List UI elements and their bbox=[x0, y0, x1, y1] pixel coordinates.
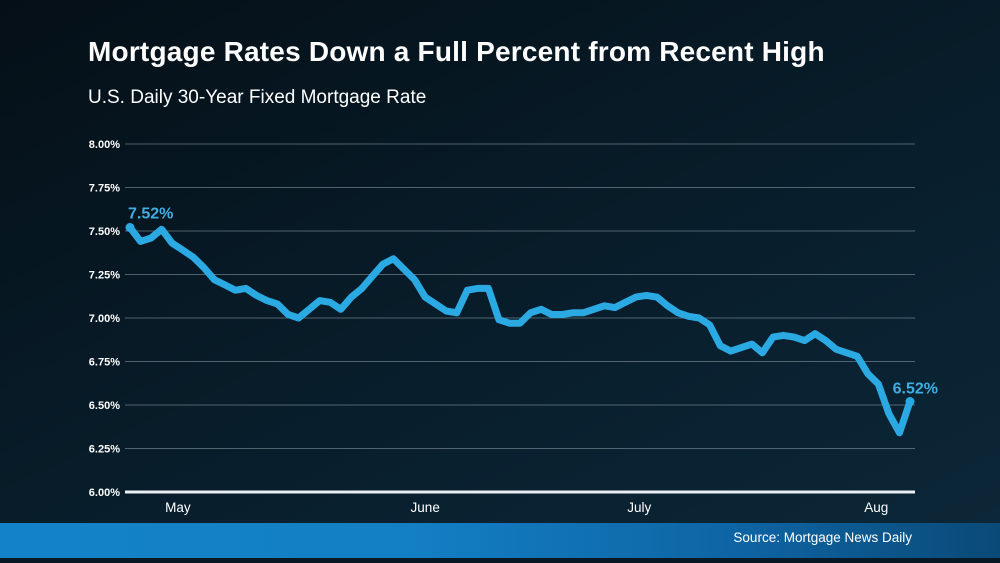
footer-bottom-strip bbox=[0, 558, 1000, 563]
y-axis-label: 7.00% bbox=[89, 313, 120, 325]
footer-accent-bar bbox=[0, 523, 1000, 558]
y-axis-label: 6.00% bbox=[89, 487, 120, 499]
y-axis-label: 8.00% bbox=[89, 139, 120, 151]
chart-title: Mortgage Rates Down a Full Percent from … bbox=[88, 36, 825, 67]
x-axis-label: May bbox=[165, 500, 191, 515]
y-axis-label: 7.25% bbox=[89, 270, 120, 282]
x-axis-label: Aug bbox=[864, 500, 888, 515]
y-axis-label: 7.75% bbox=[89, 183, 120, 195]
start-point-dot bbox=[125, 223, 135, 233]
source-attribution: Source: Mortgage News Daily bbox=[733, 530, 912, 545]
y-axis-label: 6.25% bbox=[89, 444, 120, 456]
x-axis-label: July bbox=[627, 500, 651, 515]
end-value-annotation: 6.52% bbox=[893, 381, 938, 398]
end-point-dot bbox=[905, 397, 915, 407]
mortgage-rate-line-chart: 8.00% 7.75% 7.50% 7.25% 7.00% 6.75% 6.50% 6.25%… bbox=[89, 139, 938, 515]
chart-subtitle: U.S. Daily 30-Year Fixed Mortgage Rate bbox=[88, 87, 427, 108]
y-axis-label: 6.75% bbox=[89, 357, 120, 369]
start-value-annotation: 7.52% bbox=[128, 206, 173, 223]
y-axis-label: 6.50% bbox=[89, 400, 120, 412]
x-axis-label: June bbox=[411, 500, 440, 515]
rate-line bbox=[126, 224, 914, 437]
y-axis-label: 7.50% bbox=[89, 226, 120, 238]
